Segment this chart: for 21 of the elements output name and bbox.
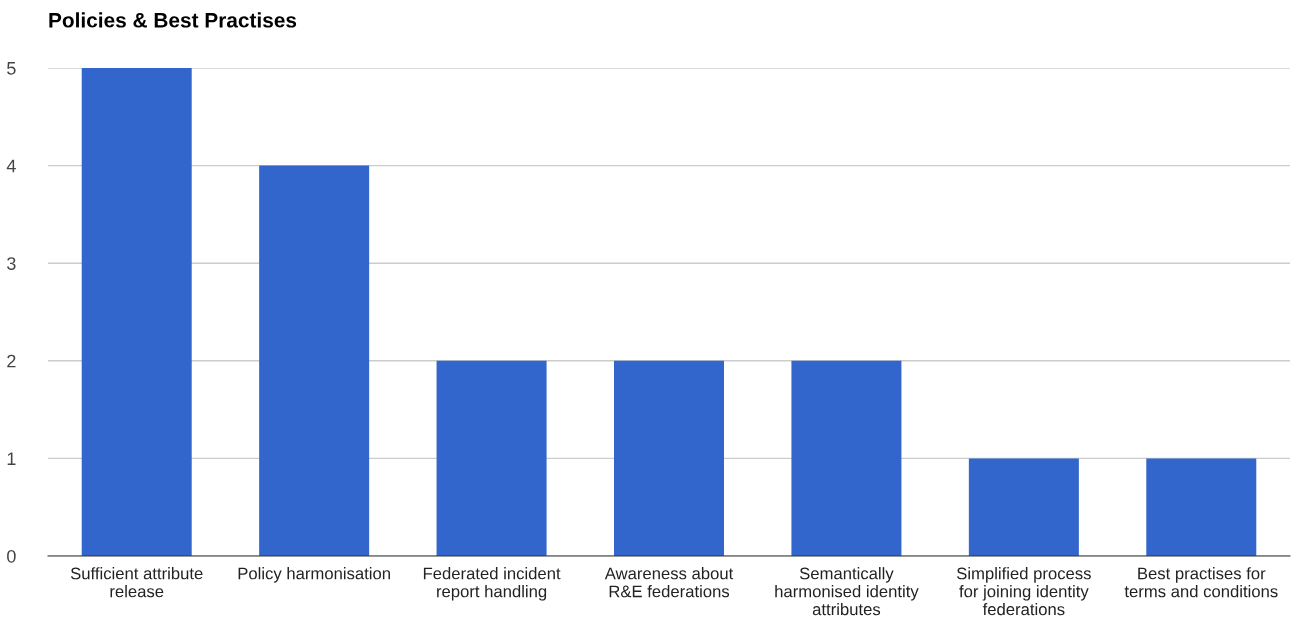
x-tick-label: Sufficient attribute release bbox=[70, 567, 203, 598]
bar bbox=[614, 360, 724, 556]
bar bbox=[968, 458, 1079, 556]
y-tick-label: 2 bbox=[7, 354, 16, 368]
y-tick-label: 4 bbox=[6, 159, 16, 173]
x-tick-label: Policy harmonisation bbox=[238, 567, 390, 583]
y-tick-label: 5 bbox=[7, 62, 16, 75]
x-tick-label: Best practises for terms and conditions bbox=[1124, 567, 1278, 598]
y-tick-label: 0 bbox=[7, 549, 16, 563]
x-tick-label: Awareness about R&E federations bbox=[604, 567, 734, 598]
chart-title: Policies & Best Practises bbox=[49, 12, 297, 28]
bar bbox=[1146, 458, 1257, 556]
bar bbox=[436, 360, 547, 556]
bar bbox=[259, 165, 370, 556]
bar bbox=[81, 68, 192, 556]
x-tick-label: Semantically harmonised identity attributes bbox=[775, 567, 919, 616]
x-tick-label: Simplified process for joining identity federations bbox=[957, 567, 1091, 616]
bar bbox=[791, 360, 902, 556]
y-tick-label: 1 bbox=[7, 452, 16, 465]
x-tick-label: Federated incident report handling bbox=[423, 567, 561, 601]
y-tick-label: 3 bbox=[7, 257, 16, 270]
